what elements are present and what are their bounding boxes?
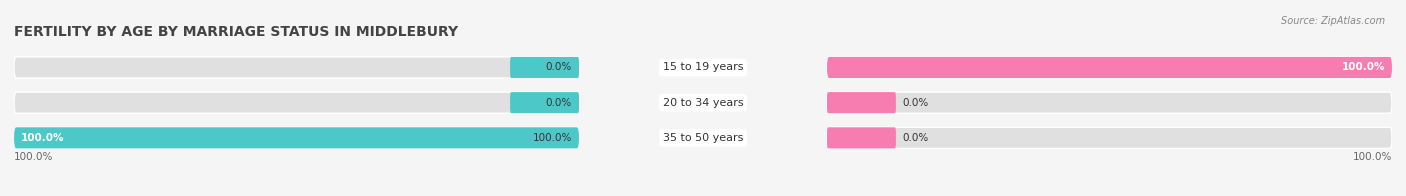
Text: 0.0%: 0.0% xyxy=(903,133,929,143)
Text: 100.0%: 100.0% xyxy=(21,133,65,143)
FancyBboxPatch shape xyxy=(827,57,1392,78)
Text: 20 to 34 years: 20 to 34 years xyxy=(662,98,744,108)
FancyBboxPatch shape xyxy=(14,127,579,148)
Text: 100.0%: 100.0% xyxy=(1341,63,1385,73)
Text: 0.0%: 0.0% xyxy=(903,98,929,108)
FancyBboxPatch shape xyxy=(14,92,579,113)
Text: 100.0%: 100.0% xyxy=(533,133,572,143)
Text: 100.0%: 100.0% xyxy=(1353,152,1392,162)
FancyBboxPatch shape xyxy=(14,57,579,78)
FancyBboxPatch shape xyxy=(827,92,896,113)
FancyBboxPatch shape xyxy=(827,127,896,148)
Text: 0.0%: 0.0% xyxy=(546,98,572,108)
FancyBboxPatch shape xyxy=(827,57,1392,78)
FancyBboxPatch shape xyxy=(14,127,579,148)
Text: FERTILITY BY AGE BY MARRIAGE STATUS IN MIDDLEBURY: FERTILITY BY AGE BY MARRIAGE STATUS IN M… xyxy=(14,24,458,39)
Text: 15 to 19 years: 15 to 19 years xyxy=(662,63,744,73)
FancyBboxPatch shape xyxy=(827,127,1392,148)
FancyBboxPatch shape xyxy=(827,92,1392,113)
FancyBboxPatch shape xyxy=(510,57,579,78)
Text: 0.0%: 0.0% xyxy=(546,63,572,73)
Text: 35 to 50 years: 35 to 50 years xyxy=(662,133,744,143)
Text: Source: ZipAtlas.com: Source: ZipAtlas.com xyxy=(1281,16,1385,26)
FancyBboxPatch shape xyxy=(510,92,579,113)
Text: 100.0%: 100.0% xyxy=(14,152,53,162)
